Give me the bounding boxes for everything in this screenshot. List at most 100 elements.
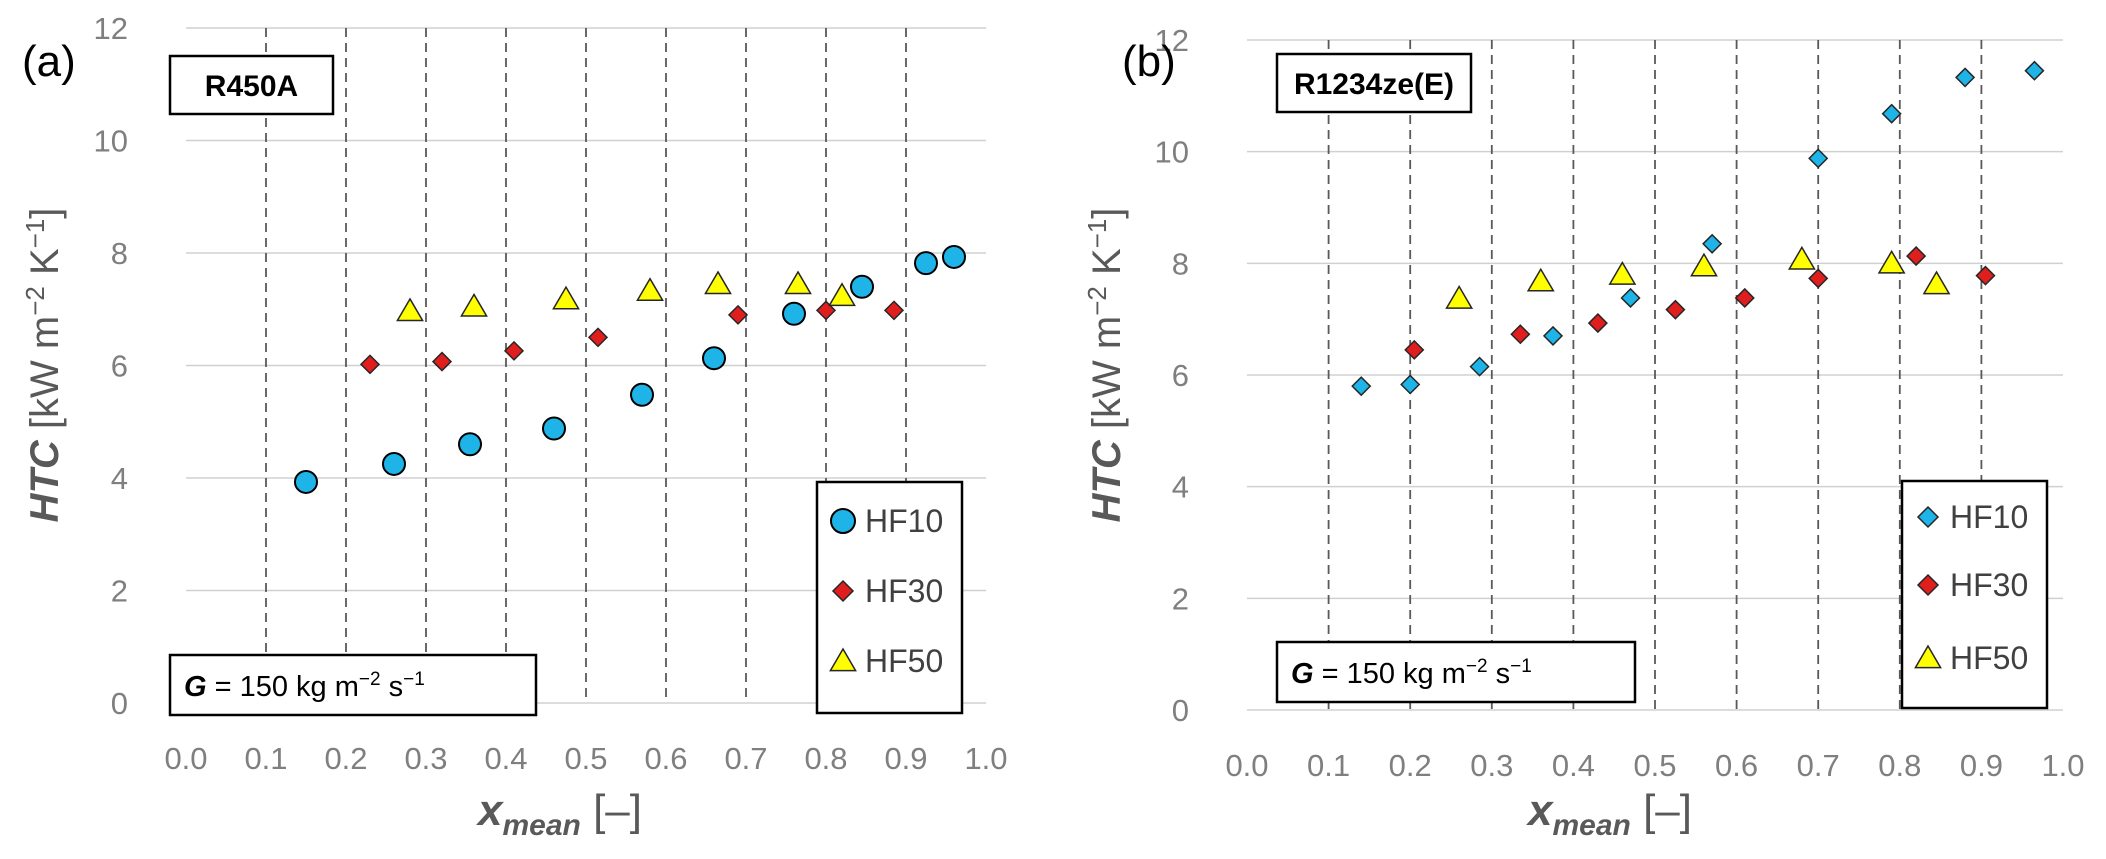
chart-panel-a: 0.0 0.1 0.2 0.3 0.4 0.5 0.6 0.7 0.8 0.9 1.0 0 2 4 6 8 10… — [20, 11, 1008, 842]
data-point-hf30 — [883, 300, 905, 321]
x-tick-label: 0.2 — [324, 741, 367, 776]
legend-marker-hf50 — [829, 647, 857, 672]
legend-label: HF50 — [1950, 640, 2028, 676]
data-point-hf10 — [458, 432, 482, 457]
y-tick-label: 8 — [111, 236, 128, 271]
y-tick-label: 12 — [1155, 23, 1189, 58]
legend-label: HF10 — [1950, 499, 2028, 535]
x-tick-label: 0.0 — [1225, 748, 1268, 783]
y-axis-label: HTC [kW m−2 K−1] — [20, 208, 67, 523]
x-axis-label: xmean [–] — [476, 786, 642, 842]
data-point-hf10 — [702, 346, 726, 371]
y-tick-label: 2 — [111, 574, 128, 609]
data-point-hf10 — [1702, 233, 1723, 254]
x-tick-label: 0.2 — [1389, 748, 1432, 783]
y-tick-label: 8 — [1172, 246, 1189, 281]
legend-label: HF50 — [865, 643, 943, 679]
data-point-hf30 — [1906, 246, 1927, 267]
x-tick-label: 0.1 — [1307, 748, 1350, 783]
data-point-hf10 — [850, 274, 874, 299]
data-point-hf50 — [460, 292, 488, 317]
data-point-hf50 — [636, 277, 664, 302]
data-point-hf10 — [782, 301, 806, 326]
x-tick-label: 0.3 — [1470, 748, 1513, 783]
data-point-hf50 — [1690, 252, 1718, 277]
condition-box — [1275, 640, 1637, 704]
legend-label: HF30 — [1950, 567, 2028, 603]
x-tick-label: 0.5 — [564, 741, 607, 776]
x-tick-label: 1.0 — [2041, 748, 2084, 783]
data-point-hf30 — [1404, 339, 1425, 360]
data-point-hf30 — [587, 327, 609, 348]
data-point-hf30 — [359, 354, 381, 375]
legend-marker-hf10 — [1916, 505, 1940, 529]
refrigerant-box — [168, 54, 335, 116]
y-tick-label: 6 — [111, 349, 128, 384]
data-point-hf30 — [1808, 268, 1829, 289]
data-point-hf30 — [1510, 324, 1531, 345]
y-axis-label: HTC [kW m−2 K−1] — [1082, 208, 1129, 523]
data-point-hf10 — [1808, 148, 1829, 169]
y-tick-label: 0 — [1172, 693, 1189, 728]
legend-marker-hf10 — [830, 508, 856, 534]
chart-panel-b: 0.0 0.1 0.2 0.3 0.4 0.5 0.6 0.7 0.8 0.9 1.0 0 2 4 6 8 10… — [1082, 23, 2085, 842]
data-point-hf50 — [1608, 261, 1637, 285]
refrigerant-label: R1234ze(E) — [1294, 68, 1454, 101]
y-tick-label: 10 — [1155, 135, 1189, 170]
x-tick-label: 0.6 — [1715, 748, 1758, 783]
condition-box — [168, 653, 538, 717]
legend-marker-hf30 — [1916, 573, 1940, 597]
panel-label: (a) — [22, 37, 76, 86]
x-axis-label: xmean [–] — [1526, 786, 1692, 842]
data-point-hf10 — [542, 416, 566, 441]
data-point-hf50 — [1877, 249, 1906, 274]
data-point-hf50 — [1526, 267, 1555, 292]
data-point-hf10 — [1351, 376, 1372, 397]
x-tick-label: 0.8 — [804, 741, 847, 776]
x-tick-label: 0.7 — [724, 741, 767, 776]
x-tick-label: 0.5 — [1633, 748, 1676, 783]
data-point-hf30 — [1975, 265, 1996, 286]
data-point-hf10 — [942, 244, 966, 269]
data-point-hf30 — [503, 340, 525, 361]
y-tick-label: 6 — [1172, 358, 1189, 393]
data-point-hf10 — [1469, 356, 1490, 377]
x-tick-label: 0.3 — [404, 741, 447, 776]
y-tick-label: 4 — [111, 461, 128, 496]
data-point-hf50 — [1445, 285, 1474, 309]
x-tick-label: 0.9 — [884, 741, 927, 776]
data-point-hf50 — [704, 270, 732, 295]
data-point-hf50 — [784, 270, 812, 295]
data-point-hf10 — [2024, 60, 2045, 81]
data-point-hf50 — [1787, 245, 1816, 270]
data-point-hf10 — [1881, 103, 1902, 124]
x-tick-label: 0.0 — [164, 741, 207, 776]
x-tick-label: 1.0 — [964, 741, 1007, 776]
condition-label: G = 150 kg m−2 s−1 — [1291, 656, 1532, 690]
x-tick-label: 0.6 — [644, 741, 687, 776]
data-point-hf10 — [1400, 374, 1421, 395]
data-point-hf10 — [630, 382, 654, 407]
legend-label: HF30 — [865, 573, 943, 609]
data-point-hf10 — [1542, 325, 1564, 346]
condition-label: G = 150 kg m−2 s−1 — [184, 669, 425, 703]
data-point-hf50 — [552, 285, 580, 310]
legend-label: HF10 — [865, 503, 943, 539]
data-point-hf30 — [1587, 313, 1608, 334]
x-tick-label: 0.9 — [1960, 748, 2003, 783]
data-point-hf10 — [1955, 67, 1976, 88]
data-point-hf10 — [914, 251, 938, 276]
data-point-hf30 — [431, 351, 453, 372]
y-tick-label: 12 — [94, 11, 128, 46]
y-tick-label: 4 — [1172, 470, 1189, 505]
data-point-hf30 — [727, 304, 749, 325]
data-point-hf50 — [828, 282, 856, 307]
data-point-hf10 — [1620, 287, 1641, 309]
data-point-hf30 — [1665, 299, 1686, 320]
x-tick-label: 0.4 — [484, 741, 527, 776]
refrigerant-label: R450A — [205, 70, 298, 103]
y-tick-label: 0 — [111, 686, 128, 721]
x-tick-label: 0.1 — [244, 741, 287, 776]
x-tick-label: 0.4 — [1552, 748, 1595, 783]
